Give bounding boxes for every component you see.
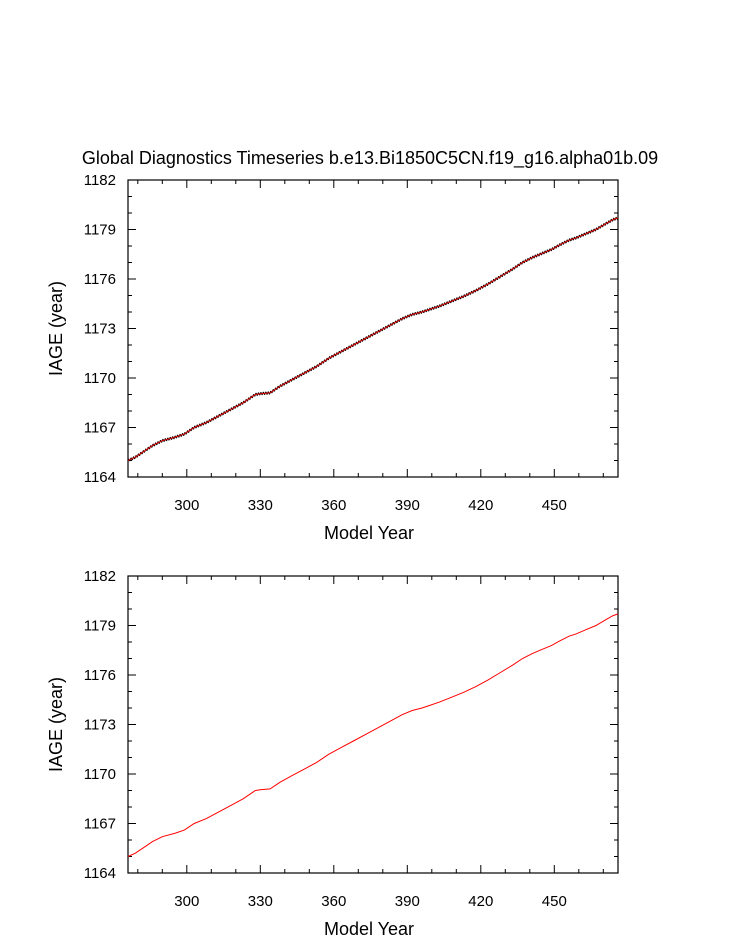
x-axis-label: Model Year xyxy=(324,919,414,939)
plot-frame xyxy=(127,179,619,478)
x-tick-label: 390 xyxy=(395,497,420,514)
y-tick-label: 1176 xyxy=(84,271,116,288)
y-tick-label: 1179 xyxy=(84,618,116,635)
y-tick-label: 1182 xyxy=(84,172,116,189)
x-tick-label: 450 xyxy=(542,893,567,910)
y-tick-label: 1182 xyxy=(84,568,116,585)
plot-frame xyxy=(127,575,619,874)
x-tick-label: 300 xyxy=(174,497,199,514)
x-axis-label: Model Year xyxy=(324,523,414,543)
chart-title: Global Diagnostics Timeseries b.e13.Bi18… xyxy=(82,148,658,169)
y-axis-label: IAGE (year) xyxy=(46,281,66,376)
y-tick-label: 1170 xyxy=(84,766,116,783)
y-tick-label: 1167 xyxy=(84,420,116,437)
y-axis-label: IAGE (year) xyxy=(46,677,66,772)
y-tick-label: 1173 xyxy=(84,717,116,734)
x-tick-label: 330 xyxy=(248,497,273,514)
x-tick-label: 390 xyxy=(395,893,420,910)
y-tick-label: 1173 xyxy=(84,321,116,338)
x-tick-label: 360 xyxy=(321,893,346,910)
y-tick-label: 1170 xyxy=(84,370,116,387)
series-line-annual-overlay xyxy=(127,217,619,461)
chart-panel-1: 300 330 360 390 420 450 1164 1167 1170 1173 1176 11… xyxy=(46,172,619,543)
x-tick-label: 330 xyxy=(248,893,273,910)
x-tick-label: 420 xyxy=(468,497,493,514)
chart-panel-2: 300 330 360 390 420 450 1164 1167 1170 1173 1176 11… xyxy=(46,568,619,939)
y-tick-label: 1179 xyxy=(84,222,116,239)
x-tick-label: 300 xyxy=(174,893,199,910)
x-tick-label: 450 xyxy=(542,497,567,514)
x-tick-label: 360 xyxy=(321,497,346,514)
y-tick-label: 1164 xyxy=(84,469,116,486)
y-tick-label: 1164 xyxy=(84,865,116,882)
series-line xyxy=(127,613,619,857)
y-tick-label: 1176 xyxy=(84,667,116,684)
y-tick-label: 1167 xyxy=(84,816,116,833)
x-tick-label: 420 xyxy=(468,893,493,910)
